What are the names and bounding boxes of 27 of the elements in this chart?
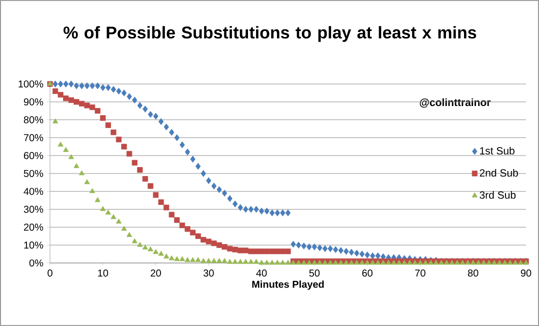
y-tick-label: 30% [24, 206, 44, 213]
x-tick-label: 80 [468, 270, 478, 277]
chart-title: % of Possible Substitutions to play at least x mins [64, 26, 476, 42]
y-tick-label: 10% [24, 242, 44, 249]
x-tick-label: 50 [309, 270, 320, 277]
legend-label: 3rd Sub [480, 191, 516, 199]
annotation: @colinttrainor [420, 98, 491, 108]
x-tick-label: 40 [256, 270, 267, 277]
y-tick-label: 60% [24, 152, 44, 160]
y-tick-label: 20% [24, 224, 44, 231]
y-tick-label: 0% [29, 259, 44, 267]
x-tick-label: 0 [48, 270, 52, 277]
x-tick-label: 70 [415, 270, 426, 277]
legend-label: 2nd Sub [480, 168, 518, 177]
y-tick-label: 80% [24, 116, 44, 124]
x-tick-label: 90 [520, 270, 532, 277]
y-tick-label: 100% [18, 80, 44, 88]
y-tick-label: 50% [24, 170, 44, 178]
x-tick-label: 20 [150, 270, 161, 277]
x-axis-title: Minutes Played [252, 280, 324, 290]
y-tick-label: 40% [24, 188, 44, 195]
y-tick-label: 90% [24, 98, 44, 106]
y-tick-label: 70% [24, 134, 44, 142]
x-tick-label: 30 [203, 270, 214, 277]
x-tick-label: 10 [98, 270, 108, 277]
x-tick-label: 60 [362, 270, 373, 277]
legend-label: 1st Sub [480, 146, 514, 155]
